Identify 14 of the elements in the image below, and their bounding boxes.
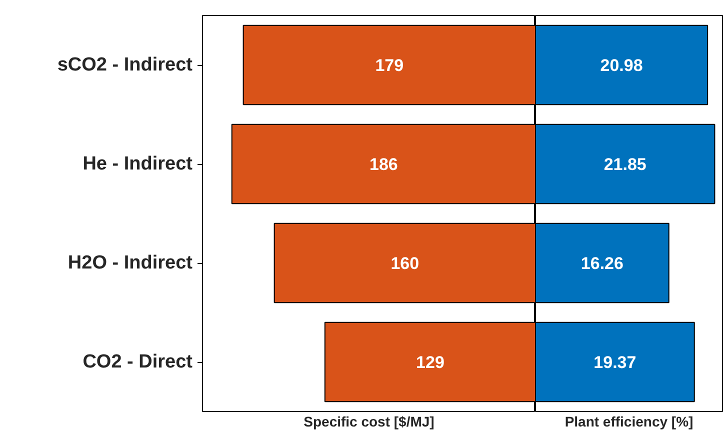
y-tick-label: H2O - Indirect: [68, 252, 194, 274]
y-tick-label: sCO2 - Indirect: [57, 54, 194, 76]
data-label: 179: [375, 56, 404, 75]
y-tick-label: He - Indirect: [82, 154, 194, 174]
y-tick-label: CO2 - Direct: [82, 352, 194, 372]
data-label: 186: [370, 155, 398, 174]
x-axis-title: Plant efficiency [%]: [564, 414, 694, 430]
data-label: 21.85: [604, 155, 646, 174]
x-axis-title: Specific cost [$/MJ]: [304, 414, 434, 430]
data-label: 19.37: [594, 353, 636, 372]
data-label: 129: [416, 353, 444, 372]
data-label: 16.26: [580, 254, 624, 273]
data-label: 20.98: [600, 56, 643, 75]
data-label: 160: [390, 254, 420, 273]
